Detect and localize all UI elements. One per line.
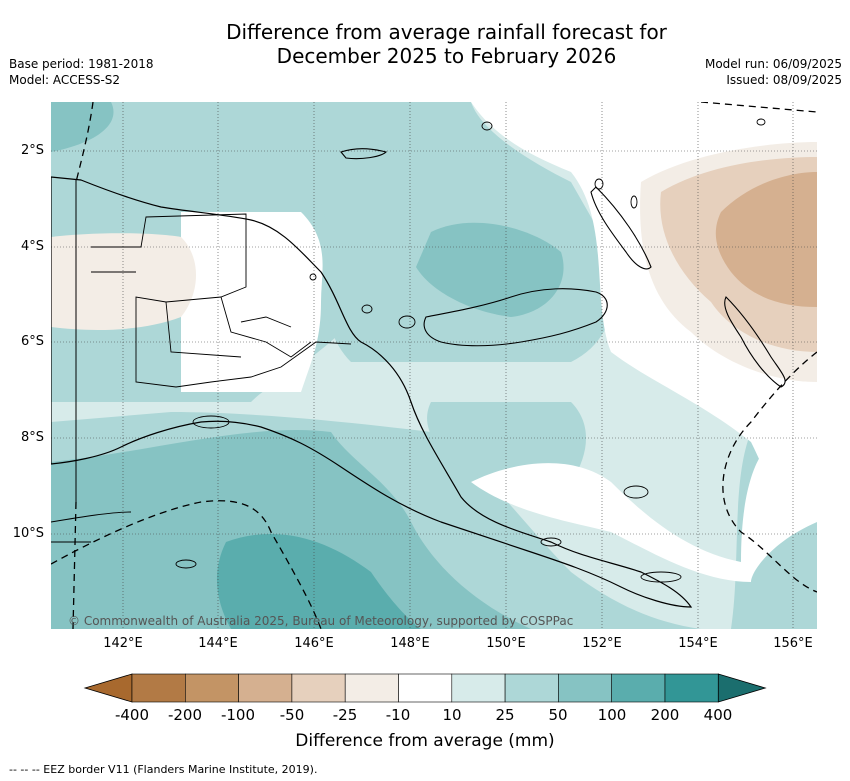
- south-coast-islands: [51, 511, 132, 543]
- colorbar-cells: [83, 673, 767, 703]
- lat-label-2s: 2°S: [20, 143, 44, 158]
- band-50-100-nw: [51, 102, 114, 152]
- colorbar-title: Difference from average (mm): [295, 731, 555, 751]
- new-guinea-coastline: [51, 176, 693, 608]
- lon-label-142e: 142°E: [103, 636, 143, 651]
- lon-label-156e: 156°E: [773, 636, 813, 651]
- colorbar-arrow-low: [83, 673, 133, 703]
- map-title: Difference from average rainfall forecas…: [0, 20, 850, 68]
- colorbar-cell: [398, 673, 453, 703]
- band-100-200: [216, 533, 421, 629]
- rainfall-anomaly-map: [51, 102, 817, 629]
- base-period: Base period: 1981-2018: [9, 57, 154, 71]
- colorbar-tick-label: -25: [332, 706, 358, 724]
- map-canvas: [51, 102, 817, 629]
- lat-label-6s: 6°S: [20, 334, 44, 349]
- bougainville-coastline: [724, 296, 786, 388]
- base-info: Base period: 1981-2018 Model: ACCESS-S2: [9, 56, 154, 88]
- colorbar-cell: [611, 673, 666, 703]
- colorbar-arrow-high: [717, 673, 767, 703]
- colorbar-tick-label: 10: [442, 706, 462, 724]
- band-50-100-south: [51, 429, 531, 629]
- colorbar-cell: [131, 673, 186, 703]
- band-minus-100-minus-50: [715, 172, 817, 307]
- band-dry-west: [51, 233, 196, 330]
- lat-label-10s: 10°S: [12, 526, 44, 541]
- eez-border-note: -- -- -- EEZ border V11 (Flanders Marine…: [9, 763, 318, 776]
- eez-borders: [51, 102, 817, 629]
- colorbar-tick-label: 400: [703, 706, 733, 724]
- new-ireland-coastline: [590, 186, 652, 270]
- colorbar-tick-label: -50: [279, 706, 305, 724]
- colorbar-tick-label: -10: [385, 706, 411, 724]
- colorbar-tick-label: -200: [167, 706, 203, 724]
- colorbar-cell: [451, 673, 506, 703]
- colorbar-cell: [238, 673, 293, 703]
- issued-date: Issued: 08/09/2025: [726, 73, 842, 87]
- colorbar-cell: [291, 673, 346, 703]
- title-line-1: Difference from average rainfall forecas…: [226, 20, 667, 44]
- lat-label-8s: 8°S: [20, 430, 44, 445]
- band-50-100-bismarck: [416, 222, 564, 317]
- colorbar-tick-label: 200: [650, 706, 680, 724]
- colorbar-tick-label: -100: [220, 706, 256, 724]
- small-islands: [175, 118, 766, 583]
- lon-label-146e: 146°E: [294, 636, 334, 651]
- colorbar-cell: [664, 673, 719, 703]
- colorbar-cell: [558, 673, 613, 703]
- run-info: Model run: 06/09/2025 Issued: 08/09/2025: [705, 56, 842, 88]
- colorbar-tick-label: 25: [495, 706, 515, 724]
- colorbar-cell: [344, 673, 399, 703]
- model-name: Model: ACCESS-S2: [9, 73, 121, 87]
- model-run-date: Model run: 06/09/2025: [704, 57, 842, 71]
- lon-label-144e: 144°E: [198, 636, 238, 651]
- title-line-2: December 2025 to February 2026: [276, 44, 617, 68]
- copyright-notice: © Commonwealth of Australia 2025, Bureau…: [68, 614, 574, 628]
- graticule: [51, 102, 817, 629]
- lon-label-152e: 152°E: [582, 636, 622, 651]
- lat-label-4s: 4°S: [20, 239, 44, 254]
- province-borders: [91, 213, 352, 388]
- colorbar-tick-label: -400: [114, 706, 150, 724]
- colorbar-cell: [504, 673, 559, 703]
- band-neutral-southeast: [471, 442, 817, 582]
- manus-coastline: [340, 148, 388, 160]
- colorbar: [83, 673, 767, 703]
- colorbar-cell: [185, 673, 239, 703]
- lon-label-148e: 148°E: [390, 636, 430, 651]
- colorbar-tick-label: 50: [548, 706, 568, 724]
- colorbar-tick-label: 100: [597, 706, 627, 724]
- new-britain-coastline: [423, 288, 608, 347]
- band-neutral-png: [181, 212, 323, 392]
- lon-label-150e: 150°E: [486, 636, 526, 651]
- lon-label-154e: 154°E: [678, 636, 718, 651]
